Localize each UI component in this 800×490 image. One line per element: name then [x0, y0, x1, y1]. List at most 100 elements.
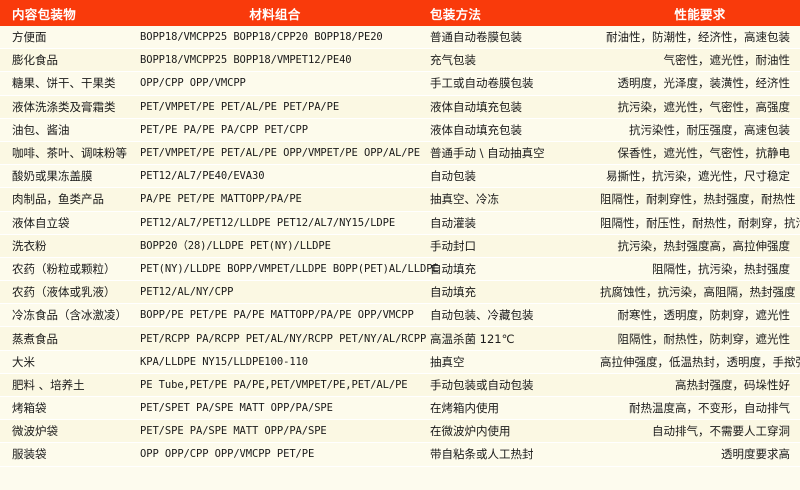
cell-method: 液体自动填充包装 [430, 122, 522, 137]
cell-performance: 透明度，光泽度，装潢性，经济性 [617, 76, 791, 91]
cell-content: 肉制品，鱼类产品 [12, 192, 104, 207]
cell-material: PE Tube,PET/PE PA/PE,PET/VMPET/PE,PET/AL… [140, 378, 408, 391]
cell-content: 方便面 [12, 30, 47, 45]
cell-material: PA/PE PET/PE MATTOPP/PA/PE [140, 193, 302, 206]
cell-performance: 抗腐蚀性，抗污染，高阻隔，热封强度 [600, 285, 796, 300]
cell-content: 糖果、饼干、干果类 [12, 76, 116, 91]
column-header-performance: 性能要求 [674, 6, 726, 22]
cell-method: 在烤箱内使用 [430, 401, 499, 416]
table-row: 农药（液体或乳液） PET12/AL/NY/CPP 自动填充 抗腐蚀性，抗污染，高阻隔… [0, 281, 800, 305]
column-header-content: 内容包装物 [12, 6, 77, 22]
cell-performance: 抗污染，热封强度高，高拉伸强度 [617, 238, 791, 253]
cell-content: 服装袋 [12, 447, 47, 462]
cell-method: 抽真空 [430, 354, 465, 369]
cell-method: 抽真空、冷冻 [430, 192, 499, 207]
cell-content: 液体自立袋 [12, 215, 70, 230]
table-row: 大米 KPA/LLDPE NY15/LLDPE100-110 抽真空 高拉伸强度，低温… [0, 350, 800, 374]
cell-content: 液体洗涤类及膏霜类 [12, 99, 116, 114]
cell-method: 普通自动卷膜包装 [430, 30, 522, 45]
cell-method: 自动包装 [430, 169, 476, 184]
cell-material: PET/SPET PA/SPE MATT OPP/PA/SPE [140, 402, 333, 415]
cell-content: 油包、酱油 [12, 122, 70, 137]
table-row: 肥料 、培养土 PE Tube,PET/PE PA/PE,PET/VMPET/PE… [0, 373, 800, 397]
table-row: 洗衣粉 BOPP20（28)/LLDPE PET(NY)/LLDPE 手动封口 抗污染… [0, 234, 800, 258]
cell-method: 液体自动填充包装 [430, 99, 522, 114]
cell-method: 在微波炉内使用 [430, 424, 511, 439]
table-row: 酸奶或果冻盖膜 PET12/AL7/PE40/EVA30 自动包装 易撕性，抗污染，遮… [0, 165, 800, 189]
table-row: 咖啡、茶叶、调味粉等 PET/VMPET/PE PET/AL/PE OPP/VMP… [0, 141, 800, 166]
cell-material: PET/RCPP PA/RCPP PET/AL/NY/RCPP PET/NY/A… [140, 332, 427, 345]
cell-performance: 阻隔性，耐压性，耐热性，耐刺穿，抗污染 [600, 215, 800, 230]
table-row: 服装袋 OPP OPP/CPP OPP/VMCPP PET/PE 带自粘条或人工热封… [0, 443, 800, 467]
cell-material: BOPP/PE PET/PE PA/PE MATTOPP/PA/PE OPP/V… [140, 309, 414, 322]
cell-content: 咖啡、茶叶、调味粉等 [12, 146, 127, 161]
table-row: 农药（粉粒或颗粒） PET(NY)/LLDPE BOPP/VMPET/LLDPE … [0, 257, 800, 282]
cell-material: PET(NY)/LLDPE BOPP/VMPET/LLDPE BOPP(PET)… [140, 262, 439, 275]
cell-performance: 耐热温度高，不变形，自动排气 [629, 401, 790, 416]
cell-performance: 保香性，遮光性，气密性，抗静电 [617, 146, 791, 161]
cell-performance: 阻隔性，耐热性，防刺穿，遮光性 [617, 331, 791, 346]
table-row: 液体洗涤类及膏霜类 PET/VMPET/PE PET/AL/PE PET/PA/P… [0, 95, 800, 119]
cell-material: PET/VMPET/PE PET/AL/PE OPP/VMPET/PE OPP/… [140, 147, 420, 160]
cell-content: 农药（液体或乳液） [12, 285, 116, 300]
cell-content: 酸奶或果冻盖膜 [12, 169, 93, 184]
cell-performance: 易撕性，抗污染，遮光性，尺寸稳定 [606, 169, 790, 184]
cell-content: 冷冻食品（含冰激凌） [12, 308, 127, 323]
cell-performance: 自动排气，不需要人工穿洞 [652, 424, 790, 439]
cell-material: PET12/AL/NY/CPP [140, 286, 234, 299]
cell-material: KPA/LLDPE NY15/LLDPE100-110 [140, 355, 308, 368]
table-row: 油包、酱油 PET/PE PA/PE PA/CPP PET/CPP 液体自动填充包装… [0, 118, 800, 142]
table-row: 糖果、饼干、干果类 OPP/CPP OPP/VMCPP 手工或自动卷膜包装 透明度，光… [0, 72, 800, 96]
table-row: 微波炉袋 PET/SPE PA/SPE MATT OPP/PA/SPE 在微波炉内使… [0, 420, 800, 444]
table-row: 液体自立袋 PET12/AL7/PET12/LLDPE PET12/AL7/NY1… [0, 211, 800, 235]
cell-content: 微波炉袋 [12, 424, 58, 439]
cell-content: 大米 [12, 354, 35, 369]
table-body: 方便面 BOPP18/VMCPP25 BOPP18/CPP20 BOPP18/PE… [0, 26, 800, 467]
cell-material: PET12/AL7/PET12/LLDPE PET12/AL7/NY15/LDP… [140, 216, 396, 229]
cell-method: 手动封口 [430, 238, 476, 253]
cell-performance: 高拉伸强度，低温热封，透明度，手揿强度高 [600, 354, 800, 369]
cell-method: 自动包装、冷藏包装 [430, 308, 534, 323]
cell-content: 农药（粉粒或颗粒） [12, 261, 116, 276]
cell-content: 肥料 、培养土 [12, 377, 85, 392]
table-row: 蒸煮食品 PET/RCPP PA/RCPP PET/AL/NY/RCPP PET/… [0, 327, 800, 351]
table-row: 方便面 BOPP18/VMCPP25 BOPP18/CPP20 BOPP18/PE… [0, 26, 800, 50]
cell-method: 自动填充 [430, 285, 476, 300]
cell-material: PET/VMPET/PE PET/AL/PE PET/PA/PE [140, 100, 340, 113]
cell-content: 烤箱袋 [12, 401, 47, 416]
cell-material: PET/SPE PA/SPE MATT OPP/PA/SPE [140, 425, 327, 438]
cell-method: 自动填充 [430, 261, 476, 276]
table-row: 膨化食品 BOPP18/VMCPP25 BOPP18/VMPET12/PE40 充气… [0, 49, 800, 73]
cell-material: PET12/AL7/PE40/EVA30 [140, 170, 265, 183]
cell-method: 普通手动 \ 自动抽真空 [430, 146, 545, 161]
table-row: 烤箱袋 PET/SPET PA/SPE MATT OPP/PA/SPE 在烤箱内使用… [0, 397, 800, 421]
table-row: 冷冻食品（含冰激凌） BOPP/PE PET/PE PA/PE MATTOPP/P… [0, 304, 800, 328]
cell-content: 蒸煮食品 [12, 331, 58, 346]
cell-performance: 阻隔性，耐刺穿性，热封强度，耐热性 [600, 192, 796, 207]
cell-method: 高温杀菌 121℃ [430, 331, 515, 346]
cell-performance: 气密性，遮光性，耐油性 [663, 53, 791, 68]
cell-method: 带自粘条或人工热封 [430, 447, 534, 462]
cell-material: BOPP18/VMCPP25 BOPP18/VMPET12/PE40 [140, 54, 352, 67]
cell-material: OPP/CPP OPP/VMCPP [140, 77, 246, 90]
cell-content: 膨化食品 [12, 53, 58, 68]
cell-performance: 耐寒性，透明度，防刺穿，遮光性 [617, 308, 791, 323]
table-header-row: 内容包装物 材料组合 包装方法 性能要求 [0, 0, 800, 26]
cell-material: BOPP18/VMCPP25 BOPP18/CPP20 BOPP18/PE20 [140, 31, 383, 44]
cell-performance: 透明度要求高 [721, 447, 790, 462]
cell-performance: 抗污染，遮光性，气密性，高强度 [617, 99, 791, 114]
cell-performance: 高热封强度，码垛性好 [675, 377, 790, 392]
cell-material: BOPP20（28)/LLDPE PET(NY)/LLDPE [140, 240, 331, 253]
cell-performance: 阻隔性，抗污染，热封强度 [652, 261, 790, 276]
column-header-material: 材料组合 [249, 6, 301, 22]
cell-performance: 耐油性，防潮性，经济性，高速包装 [606, 30, 790, 45]
cell-method: 充气包装 [430, 53, 476, 68]
table-row: 肉制品，鱼类产品 PA/PE PET/PE MATTOPP/PA/PE 抽真空、冷冻… [0, 188, 800, 212]
cell-performance: 抗污染性，耐压强度，高速包装 [629, 122, 790, 137]
cell-material: OPP OPP/CPP OPP/VMCPP PET/PE [140, 448, 315, 461]
column-header-method: 包装方法 [430, 6, 482, 22]
cell-content: 洗衣粉 [12, 238, 47, 253]
cell-method: 手动包装或自动包装 [430, 377, 534, 392]
cell-material: PET/PE PA/PE PA/CPP PET/CPP [140, 123, 308, 136]
